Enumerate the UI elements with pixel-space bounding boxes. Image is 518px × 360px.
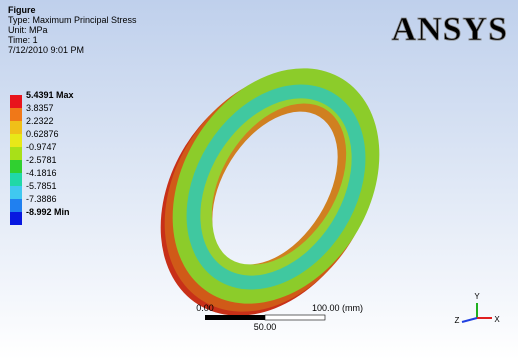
legend-label: 5.4391 Max: [26, 90, 74, 100]
legend-swatch: [10, 134, 22, 147]
legend-label: -5.7851: [26, 181, 57, 191]
scale-end: 100.00 (mm): [312, 303, 363, 313]
legend-swatch: [10, 121, 22, 134]
date: 7/12/2010 9:01 PM: [8, 45, 84, 55]
legend-label: -4.1816: [26, 168, 57, 178]
axis-y: Y: [474, 292, 480, 301]
legend-label: -0.9747: [26, 142, 57, 152]
logo: ANSYS: [392, 11, 508, 48]
legend-label: 3.8357: [26, 103, 54, 113]
legend-swatch: [10, 95, 22, 108]
legend-swatch: [10, 108, 22, 121]
legend-swatch: [10, 186, 22, 199]
axis-x: X: [494, 315, 500, 324]
legend-swatch: [10, 173, 22, 186]
legend-label: -7.3886: [26, 194, 57, 204]
axis-z: Z: [455, 316, 460, 325]
figure-title: Figure: [8, 5, 36, 15]
viewport: Figure Type: Maximum Principal Stress Un…: [0, 0, 518, 360]
legend-label: 2.2322: [26, 116, 54, 126]
legend-swatch: [10, 160, 22, 173]
time: Time: 1: [8, 35, 38, 45]
legend-swatch: [10, 212, 22, 225]
legend-label: -2.5781: [26, 155, 57, 165]
legend-label: 0.62876: [26, 129, 59, 139]
scale-mid: 50.00: [254, 322, 277, 332]
unit: Unit: MPa: [8, 25, 48, 35]
legend-swatch: [10, 199, 22, 212]
result-type: Type: Maximum Principal Stress: [8, 15, 137, 25]
legend-label: -8.992 Min: [26, 207, 70, 217]
legend-swatch: [10, 147, 22, 160]
scale-start: 0.00: [196, 303, 214, 313]
